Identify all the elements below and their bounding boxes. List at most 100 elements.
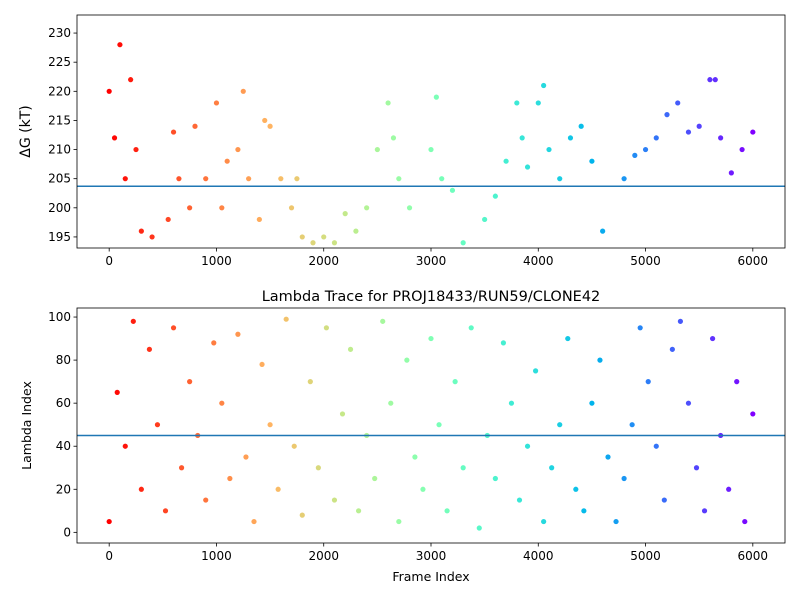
point: [203, 176, 209, 182]
point: [235, 331, 241, 337]
point: [412, 454, 418, 460]
y-tick-label: 195: [48, 230, 71, 244]
point: [712, 77, 718, 83]
point: [396, 176, 402, 182]
y-axis-label: ΔG (kT): [18, 105, 34, 157]
point: [677, 318, 684, 324]
point: [122, 443, 128, 449]
point: [294, 176, 300, 182]
point: [128, 77, 134, 83]
point: [452, 379, 458, 385]
point: [524, 164, 531, 170]
point: [661, 497, 667, 503]
point: [600, 228, 606, 234]
x-tick-label: 5000: [630, 254, 661, 268]
point: [331, 240, 338, 246]
y-tick-label: 0: [63, 525, 71, 539]
point: [347, 346, 354, 352]
point: [372, 475, 378, 482]
point: [227, 475, 233, 482]
point: [693, 465, 700, 471]
point: [476, 525, 482, 531]
point: [621, 176, 627, 182]
point: [267, 422, 273, 428]
point: [321, 234, 327, 240]
x-tick-label: 3000: [416, 254, 447, 268]
y-tick-label: 100: [48, 310, 71, 324]
point: [256, 216, 262, 223]
y-tick-label: 60: [56, 396, 71, 410]
x-tick-label: 1000: [201, 254, 232, 268]
y-tick-label: 220: [48, 84, 71, 98]
point: [187, 379, 193, 385]
axes-frame: [76, 307, 786, 544]
point: [605, 454, 611, 460]
point: [581, 508, 587, 514]
point: [203, 497, 209, 503]
x-tick-label: 0: [105, 254, 113, 268]
point: [632, 152, 638, 158]
point: [444, 508, 450, 514]
point: [611, 252, 616, 257]
point: [342, 211, 348, 217]
point: [750, 411, 756, 417]
point: [685, 129, 692, 135]
point: [331, 497, 338, 503]
point: [436, 422, 442, 428]
point: [541, 518, 547, 525]
point: [709, 335, 716, 342]
x-tick-label: 1000: [201, 549, 232, 563]
point: [291, 443, 297, 449]
point: [219, 205, 225, 211]
point: [211, 340, 217, 346]
point: [557, 422, 563, 428]
axes-frame: [76, 14, 786, 249]
y-axis-label: Lambda Index: [19, 381, 34, 470]
point: [267, 123, 273, 129]
point: [283, 316, 289, 322]
point: [750, 129, 756, 135]
point: [288, 205, 295, 211]
y-tick-label: 80: [56, 353, 71, 367]
point: [251, 518, 257, 525]
plot-area: [77, 42, 785, 257]
y-tick-label: 215: [48, 113, 71, 127]
point: [460, 465, 466, 471]
point: [339, 411, 346, 417]
point: [380, 318, 386, 324]
point: [734, 379, 740, 385]
point: [500, 340, 507, 346]
point: [669, 346, 675, 352]
point: [178, 465, 185, 471]
point: [176, 176, 182, 182]
plot-area: [77, 316, 785, 531]
x-tick-label: 6000: [738, 254, 769, 268]
point: [396, 518, 402, 525]
point: [170, 129, 177, 135]
point: [524, 443, 531, 449]
point: [243, 454, 249, 460]
point: [310, 240, 316, 246]
point: [578, 123, 584, 129]
point: [482, 216, 488, 223]
x-tick-label: 2000: [308, 254, 339, 268]
point: [613, 518, 619, 525]
point: [468, 325, 474, 331]
point: [696, 123, 702, 129]
point: [460, 240, 466, 246]
y-tick-label: 210: [48, 143, 71, 157]
point: [701, 508, 708, 514]
chart-title: Lambda Trace for PROJ18433/RUN59/CLONE42: [262, 289, 601, 305]
point: [728, 170, 734, 176]
point: [742, 518, 748, 525]
point: [637, 325, 643, 331]
point: [219, 400, 225, 406]
point: [133, 146, 139, 153]
point: [315, 465, 321, 471]
point: [299, 512, 305, 518]
point: [675, 100, 681, 106]
point: [224, 158, 230, 164]
point: [516, 497, 523, 503]
point: [621, 475, 627, 482]
point: [240, 88, 246, 94]
